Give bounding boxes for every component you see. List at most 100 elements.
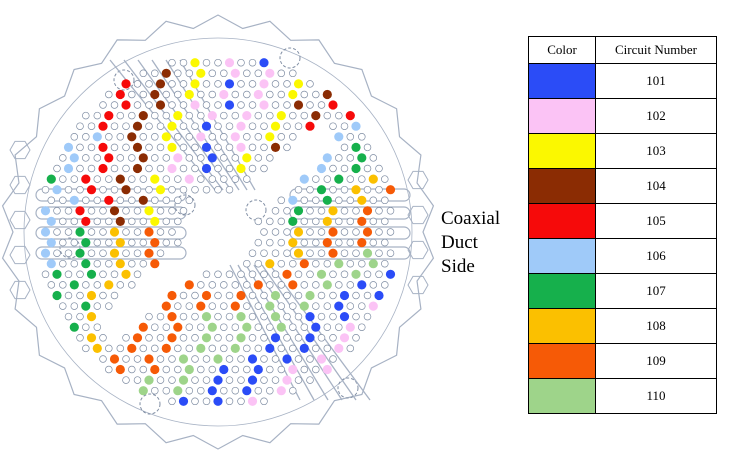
circuit-dot bbox=[104, 153, 114, 163]
lattice-hole bbox=[110, 143, 119, 152]
lattice-hole bbox=[386, 207, 395, 215]
lattice-hole bbox=[346, 196, 355, 205]
lattice-hole bbox=[87, 249, 96, 257]
lattice-hole bbox=[358, 323, 366, 331]
lattice-hole bbox=[191, 143, 199, 152]
lattice-hole bbox=[128, 281, 136, 289]
lattice-hole bbox=[254, 69, 263, 78]
circuit-dot bbox=[46, 174, 56, 184]
circuit-dot bbox=[230, 301, 240, 311]
lattice-hole bbox=[237, 270, 245, 279]
lattice-hole bbox=[340, 164, 349, 173]
lattice-hole bbox=[208, 281, 217, 289]
circuit-dot bbox=[109, 206, 120, 216]
legend-swatch bbox=[529, 239, 595, 273]
lattice-hole bbox=[254, 154, 263, 162]
circuit-dot bbox=[236, 290, 246, 301]
lattice-hole bbox=[208, 175, 217, 183]
lattice-hole bbox=[317, 101, 326, 109]
lattice-hole bbox=[70, 302, 79, 310]
lattice-hole bbox=[122, 376, 130, 384]
lattice-hole bbox=[248, 58, 257, 67]
circuit-dot bbox=[115, 174, 125, 184]
lattice-hole bbox=[168, 397, 176, 406]
lattice-hole bbox=[312, 238, 320, 247]
lattice-hole bbox=[312, 302, 320, 310]
lattice-hole bbox=[335, 154, 343, 162]
lattice-hole bbox=[87, 143, 96, 152]
lattice-hole bbox=[323, 259, 332, 268]
lattice-hole bbox=[174, 302, 182, 310]
circuit-dot bbox=[92, 343, 102, 353]
lattice-hole bbox=[99, 249, 107, 257]
circuit-dot bbox=[150, 216, 160, 226]
lattice-hole bbox=[139, 175, 148, 183]
lattice-hole bbox=[145, 334, 153, 342]
lattice-hole bbox=[260, 397, 268, 406]
lattice-hole bbox=[64, 270, 73, 279]
circuit-dot bbox=[334, 174, 344, 184]
lattice-hole bbox=[271, 376, 280, 384]
lattice-hole bbox=[254, 217, 263, 226]
lattice-hole bbox=[105, 365, 113, 374]
lattice-hole bbox=[128, 238, 136, 247]
lattice-hole bbox=[70, 238, 79, 247]
lattice-hole bbox=[47, 281, 56, 289]
lattice-hole bbox=[289, 133, 297, 141]
lattice-hole bbox=[381, 238, 389, 247]
lattice-hole bbox=[306, 249, 314, 257]
lattice-hole bbox=[99, 228, 107, 236]
lattice-hole bbox=[139, 259, 148, 268]
lattice-hole bbox=[99, 207, 107, 215]
lattice-hole bbox=[76, 143, 84, 152]
lattice-hole bbox=[306, 101, 314, 109]
circuit-dot bbox=[339, 290, 350, 301]
lattice-hole bbox=[243, 281, 251, 289]
connector-hex bbox=[9, 175, 31, 195]
lattice-hole bbox=[122, 164, 130, 173]
circuit-dot bbox=[98, 163, 108, 174]
lattice-hole bbox=[289, 259, 297, 268]
lattice-hole bbox=[248, 101, 257, 109]
lattice-hole bbox=[277, 281, 286, 289]
circuit-dot bbox=[357, 195, 367, 205]
circuit-dot bbox=[69, 322, 79, 332]
lattice-hole bbox=[266, 217, 274, 226]
lattice-hole bbox=[220, 111, 228, 120]
circuit-dot bbox=[132, 163, 143, 174]
lattice-hole bbox=[168, 207, 176, 215]
lattice-hole bbox=[208, 365, 217, 374]
lattice-hole bbox=[151, 69, 159, 78]
lattice-hole bbox=[76, 164, 84, 173]
circuit-dot bbox=[115, 216, 125, 226]
connector-hex bbox=[407, 205, 429, 225]
legend-row: 105 bbox=[528, 203, 717, 239]
lattice-hole bbox=[168, 58, 176, 67]
lattice-hole bbox=[208, 302, 217, 310]
circuit-dot bbox=[288, 89, 298, 100]
circuit-dot bbox=[178, 396, 189, 406]
lattice-hole bbox=[352, 249, 360, 257]
lattice-hole bbox=[53, 228, 61, 236]
lattice-hole bbox=[231, 111, 240, 120]
lattice-hole bbox=[300, 111, 309, 120]
lattice-hole bbox=[294, 355, 303, 363]
lattice-hole bbox=[214, 122, 222, 130]
legend-circuit-number: 108 bbox=[595, 308, 717, 344]
lattice-hole bbox=[93, 259, 102, 268]
lattice-hole bbox=[105, 90, 113, 99]
circuit-dot bbox=[132, 333, 143, 343]
lattice-hole bbox=[59, 154, 67, 162]
port-circle bbox=[139, 393, 161, 415]
circuit-dot bbox=[46, 259, 56, 269]
circuit-dot bbox=[345, 111, 355, 121]
lattice-hole bbox=[202, 58, 211, 67]
circuit-dot bbox=[196, 132, 206, 142]
circuit-dot bbox=[184, 174, 194, 184]
lattice-hole bbox=[47, 196, 56, 205]
lattice-hole bbox=[185, 154, 194, 162]
lattice-hole bbox=[59, 238, 67, 247]
circuit-dot bbox=[293, 79, 304, 89]
lattice-hole bbox=[128, 196, 136, 205]
lattice-hole bbox=[70, 133, 79, 141]
